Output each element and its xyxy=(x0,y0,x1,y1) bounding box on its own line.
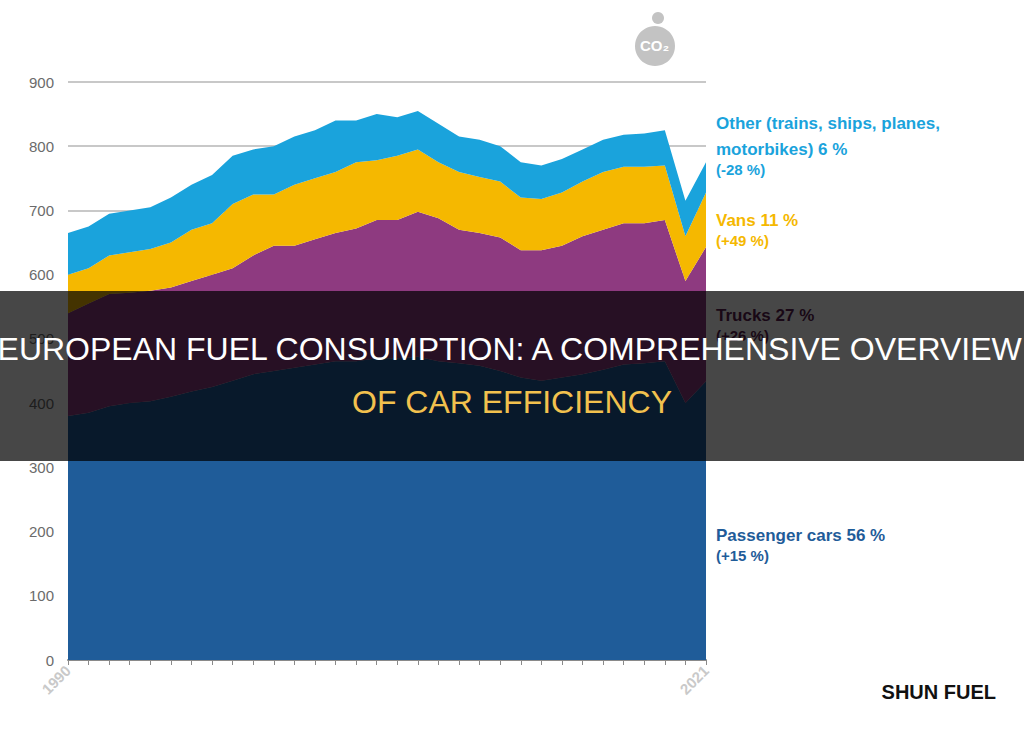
svg-text:300: 300 xyxy=(29,459,54,476)
svg-text:EUROPEAN FUEL CONSUMPTION: A C: EUROPEAN FUEL CONSUMPTION: A COMPREHENSI… xyxy=(0,331,1023,367)
svg-text:Other (trains, ships, planes,: Other (trains, ships, planes, xyxy=(716,114,945,133)
svg-text:(-28 %): (-28 %) xyxy=(716,161,765,178)
svg-text:0: 0 xyxy=(46,652,54,669)
svg-text:600: 600 xyxy=(29,266,54,283)
svg-text:CO₂: CO₂ xyxy=(640,37,669,54)
svg-text:800: 800 xyxy=(29,138,54,155)
svg-text:Vans 11 %: Vans 11 % xyxy=(716,211,798,230)
svg-text:900: 900 xyxy=(29,74,54,91)
svg-text:motorbikes) 6 %: motorbikes) 6 % xyxy=(716,140,847,159)
svg-text:700: 700 xyxy=(29,202,54,219)
svg-text:(+49 %): (+49 %) xyxy=(716,232,769,249)
svg-text:Passenger cars 56 %: Passenger cars 56 % xyxy=(716,526,885,545)
svg-text:1990: 1990 xyxy=(38,662,74,698)
svg-text:SHUN FUEL: SHUN FUEL xyxy=(882,681,996,703)
svg-text:100: 100 xyxy=(29,587,54,604)
svg-text:2021: 2021 xyxy=(676,662,712,698)
svg-text:(+15 %): (+15 %) xyxy=(716,547,769,564)
svg-text:OF CAR EFFICIENCY: OF CAR EFFICIENCY xyxy=(352,384,672,420)
svg-text:200: 200 xyxy=(29,523,54,540)
